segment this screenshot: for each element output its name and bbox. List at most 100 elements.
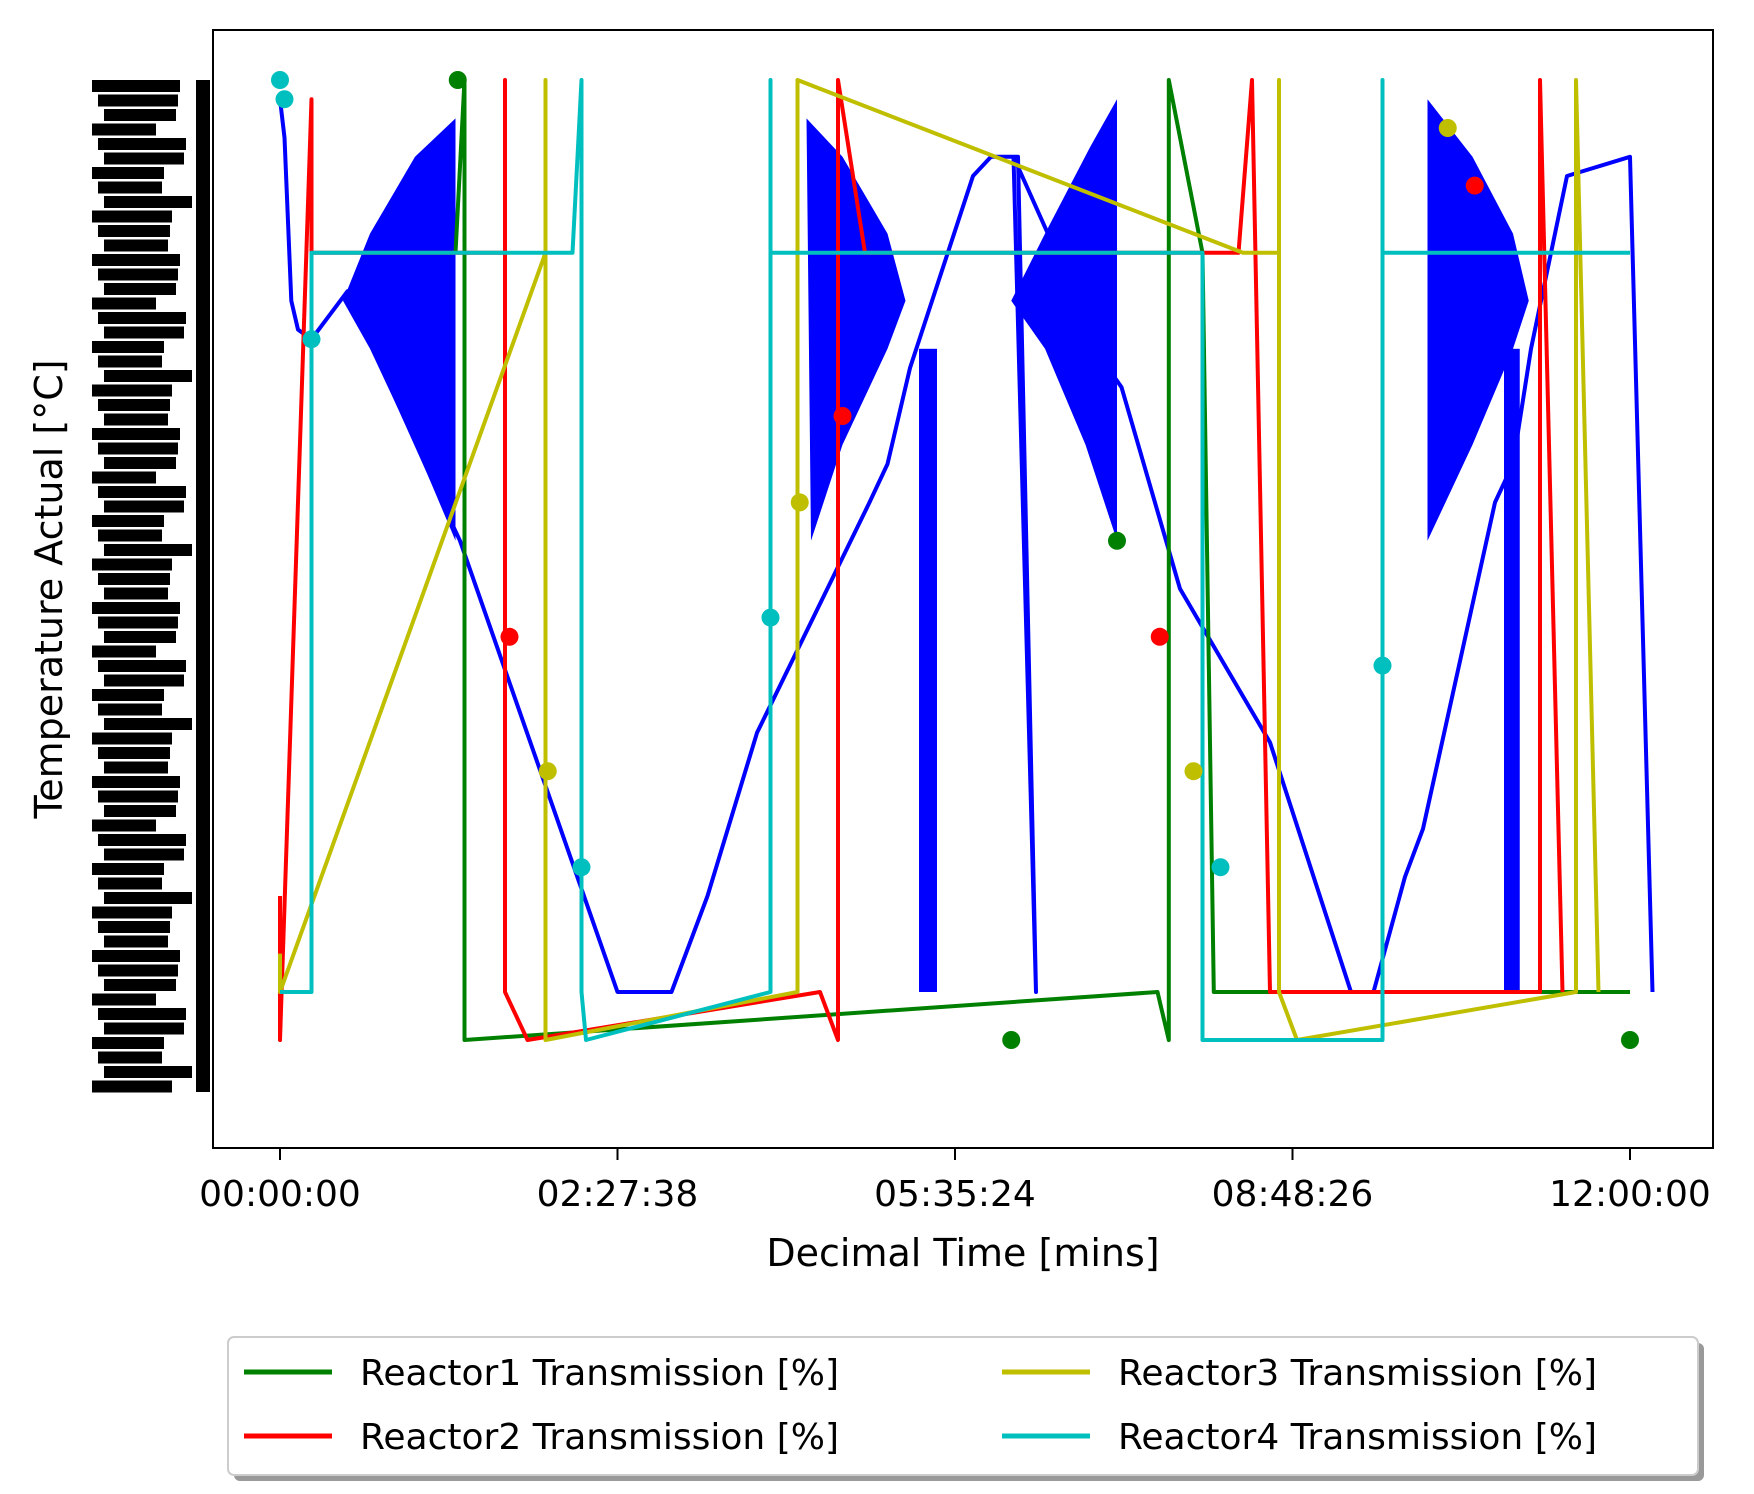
y-tick-label-overlap	[98, 529, 162, 542]
temperature-block-0	[919, 348, 937, 992]
y-tick-label-overlap	[104, 413, 168, 426]
oscillation-band-2	[1011, 99, 1117, 541]
data-marker	[448, 71, 467, 89]
legend-label-r1: Reactor1 Transmission [%]	[360, 1353, 839, 1394]
series-line-r3	[278, 78, 1601, 1042]
series-line-temp	[278, 98, 1655, 994]
y-axis-label: Temperature Actual [°C]	[27, 359, 71, 819]
y-tick-label-overlap	[104, 805, 176, 817]
data-marker	[538, 762, 557, 781]
y-tick-label-overlap	[92, 558, 172, 571]
y-tick-label-overlap	[104, 1066, 192, 1078]
data-marker	[275, 90, 294, 109]
oscillation-band-3	[1427, 99, 1529, 541]
y-tick-label-overlap	[104, 196, 192, 208]
series-layer	[278, 78, 1655, 1042]
y-tick-label-overlap	[104, 152, 184, 165]
y-tick-label-overlap	[104, 935, 168, 948]
data-marker	[271, 71, 289, 89]
y-tick-label-overlap	[92, 602, 180, 614]
y-tick-label-overlap	[92, 341, 164, 353]
legend-label-r3: Reactor3 Transmission [%]	[1118, 1353, 1597, 1394]
y-tick-label-overlap	[104, 1022, 184, 1035]
y-tick-label-overlap	[92, 863, 164, 875]
y-tick-label-overlap	[98, 486, 186, 498]
x-tick-label: 02:27:38	[537, 1174, 699, 1215]
data-marker	[833, 407, 852, 425]
y-tick-label-overlap	[92, 210, 172, 223]
y-tick-label-overlap	[104, 631, 176, 643]
y-tick-label-overlap	[104, 109, 176, 121]
temperature-oscillation-bands	[343, 99, 1529, 992]
y-tick-label-overlap	[98, 181, 162, 194]
y-tick-label-overlap	[104, 239, 168, 252]
y-tick-label-overlap	[98, 225, 170, 237]
y-tick-label-overlap	[104, 848, 184, 861]
series-line-r2	[278, 78, 1565, 1042]
y-tick-label-overlap	[92, 950, 180, 962]
y-tick-label-overlap	[104, 326, 184, 339]
data-marker	[1108, 531, 1126, 550]
y-tick-label-overlap	[92, 80, 180, 92]
y-tick-label-overlap	[92, 167, 164, 179]
data-marker	[1621, 1031, 1639, 1049]
y-tick-label-overlap	[92, 1080, 172, 1093]
legend-box	[227, 1336, 1699, 1476]
data-marker	[1373, 656, 1392, 675]
series-line-r4	[280, 78, 1630, 1042]
y-tick-label-overlap	[92, 689, 164, 701]
y-tick-label-overlap	[104, 718, 192, 730]
legend: Reactor1 Transmission [%] Reactor2 Transm…	[227, 1336, 1704, 1481]
y-tick-label-overlap	[104, 500, 184, 513]
data-marker	[761, 608, 780, 627]
y-tick-overlap-bar	[196, 80, 210, 1092]
y-tick-label-overlap	[98, 790, 178, 803]
y-tick-label-overlap	[104, 544, 192, 556]
markers-layer	[271, 71, 1639, 1049]
y-tick-label-overlap	[98, 573, 170, 585]
series-line-r1	[453, 78, 1630, 1042]
y-tick-label-overlap	[98, 1008, 186, 1020]
y-tick-label-overlap	[92, 515, 164, 527]
y-tick-label-overlap	[92, 1037, 164, 1049]
y-tick-label-overlap	[98, 268, 178, 281]
data-marker	[790, 493, 809, 512]
legend-label-r4: Reactor4 Transmission [%]	[1118, 1417, 1597, 1458]
y-tick-label-overlap	[104, 674, 184, 687]
oscillation-band-0	[343, 118, 456, 541]
y-tick-label-overlap	[92, 297, 156, 310]
y-tick-label-overlap	[98, 399, 170, 411]
y-tick-label-overlap	[92, 732, 172, 745]
x-tick-label: 05:35:24	[874, 1174, 1036, 1215]
y-tick-label-overlap	[98, 921, 170, 933]
data-marker	[1184, 762, 1203, 781]
y-tick-label-overlap	[92, 993, 156, 1006]
oscillation-band-1	[806, 118, 906, 541]
y-tick-label-overlap	[98, 616, 178, 629]
data-marker	[1438, 119, 1457, 137]
y-tick-label-overlap	[104, 370, 192, 382]
x-axis-label: Decimal Time [mins]	[766, 1231, 1159, 1275]
y-tick-label-overlap	[98, 138, 186, 150]
y-axis-tick-labels-overlap	[92, 80, 210, 1093]
data-marker	[500, 627, 519, 646]
y-tick-label-overlap	[98, 1051, 162, 1064]
data-marker	[1150, 627, 1169, 646]
y-tick-label-overlap	[98, 747, 170, 759]
y-tick-label-overlap	[92, 384, 172, 397]
plot-frame	[212, 29, 1714, 1149]
y-tick-label-overlap	[92, 819, 156, 832]
y-tick-label-overlap	[92, 906, 172, 919]
data-marker	[1002, 1031, 1021, 1049]
y-tick-label-overlap	[92, 123, 156, 136]
data-marker	[1211, 858, 1230, 877]
y-tick-label-overlap	[98, 94, 178, 107]
x-tick-label: 00:00:00	[199, 1174, 361, 1215]
data-marker	[1465, 176, 1484, 195]
y-tick-label-overlap	[98, 834, 186, 846]
y-tick-label-overlap	[98, 312, 186, 324]
x-tick-label: 12:00:00	[1549, 1174, 1711, 1215]
x-axis-ticks: 00:00:00 02:27:38 05:35:24 08:48:26 12:00:00	[199, 1148, 1711, 1215]
y-tick-label-overlap	[98, 877, 162, 890]
